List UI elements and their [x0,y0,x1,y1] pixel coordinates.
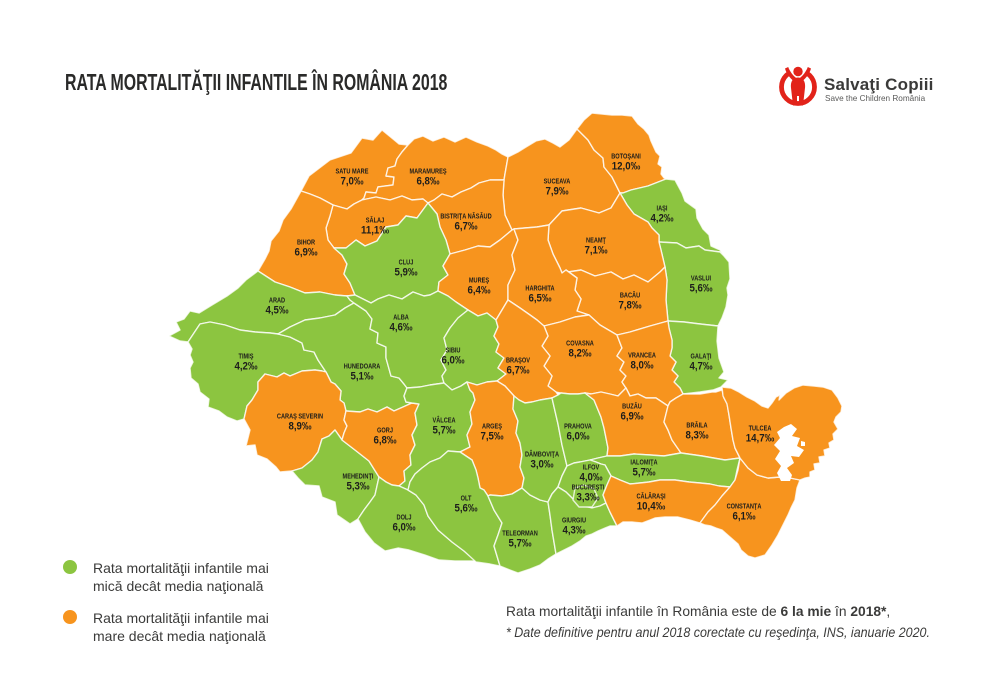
svg-text:6,9‰: 6,9‰ [620,411,644,423]
svg-text:5,6‰: 5,6‰ [689,283,713,295]
svg-text:CARAŞ SEVERIN: CARAŞ SEVERIN [277,413,323,421]
svg-text:5,7‰: 5,7‰ [432,425,456,437]
svg-text:BUCUREŞTI: BUCUREŞTI [572,484,605,492]
svg-text:VÂLCEA: VÂLCEA [432,415,455,425]
svg-text:8,2‰: 8,2‰ [568,348,592,360]
svg-text:ARGEŞ: ARGEŞ [482,423,503,431]
svg-text:4,2‰: 4,2‰ [650,213,674,225]
svg-text:DÂMBOVIŢA: DÂMBOVIŢA [525,449,559,459]
svg-text:6,1‰: 6,1‰ [732,511,756,523]
svg-text:SATU MARE: SATU MARE [336,168,369,176]
svg-text:BUZĂU: BUZĂU [622,401,642,411]
svg-text:TELEORMAN: TELEORMAN [502,530,538,538]
svg-text:7,9‰: 7,9‰ [545,186,569,198]
svg-text:7,0‰: 7,0‰ [340,176,364,188]
svg-text:HARGHITA: HARGHITA [525,285,554,293]
svg-text:4,0‰: 4,0‰ [579,472,603,484]
svg-text:OLT: OLT [461,495,472,503]
svg-text:7,1‰: 7,1‰ [584,245,608,257]
svg-text:5,3‰: 5,3‰ [346,481,370,493]
svg-text:4,6‰: 4,6‰ [389,322,413,334]
svg-text:ARAD: ARAD [269,297,285,305]
svg-text:8,3‰: 8,3‰ [685,430,709,442]
svg-text:6,9‰: 6,9‰ [294,247,318,259]
svg-text:14,7‰: 14,7‰ [746,433,775,445]
svg-text:4,3‰: 4,3‰ [562,525,586,537]
svg-text:6,0‰: 6,0‰ [392,522,416,534]
svg-text:BOTOŞANI: BOTOŞANI [611,153,641,161]
svg-text:HUNEDOARA: HUNEDOARA [344,363,381,371]
svg-text:SĂLAJ: SĂLAJ [366,215,385,225]
svg-text:MARAMUREŞ: MARAMUREŞ [409,168,447,176]
svg-text:ALBA: ALBA [393,314,409,322]
svg-text:8,0‰: 8,0‰ [630,360,654,372]
svg-text:GIURGIU: GIURGIU [562,517,586,525]
svg-text:6,8‰: 6,8‰ [416,176,440,188]
svg-text:COVASNA: COVASNA [566,340,594,348]
svg-text:MEHEDINŢI: MEHEDINŢI [343,473,374,481]
svg-text:5,7‰: 5,7‰ [508,538,532,550]
svg-text:CLUJ: CLUJ [399,259,414,267]
svg-text:8,9‰: 8,9‰ [288,421,312,433]
svg-text:3,0‰: 3,0‰ [530,459,554,471]
svg-text:5,1‰: 5,1‰ [350,371,374,383]
svg-text:BIHOR: BIHOR [297,239,315,247]
svg-text:BACĂU: BACĂU [620,290,641,300]
svg-text:6,8‰: 6,8‰ [373,435,397,447]
svg-text:4,5‰: 4,5‰ [265,305,289,317]
svg-text:DOLJ: DOLJ [397,514,412,522]
svg-text:GALAŢI: GALAŢI [691,353,712,361]
svg-text:5,6‰: 5,6‰ [454,503,478,515]
svg-text:6,5‰: 6,5‰ [528,293,552,305]
svg-text:VASLUI: VASLUI [691,275,711,283]
svg-text:CĂLĂRAŞI: CĂLĂRAŞI [636,491,665,501]
svg-text:MUREŞ: MUREŞ [469,277,490,285]
svg-text:IALOMIŢA: IALOMIŢA [630,459,657,467]
svg-text:IAŞI: IAŞI [657,205,668,213]
svg-text:BRĂILA: BRĂILA [686,420,707,430]
svg-text:SUCEAVA: SUCEAVA [544,178,571,186]
svg-text:6,7‰: 6,7‰ [506,365,530,377]
svg-text:6,4‰: 6,4‰ [467,285,491,297]
svg-text:BISTRIŢA NĂSĂUD: BISTRIŢA NĂSĂUD [440,211,491,221]
svg-text:VRANCEA: VRANCEA [628,352,656,360]
svg-text:7,5‰: 7,5‰ [480,431,504,443]
svg-text:4,7‰: 4,7‰ [689,361,713,373]
svg-text:3,3‰: 3,3‰ [576,492,600,504]
svg-text:GORJ: GORJ [377,427,393,435]
svg-text:ILFOV: ILFOV [583,464,600,472]
svg-text:BRAŞOV: BRAŞOV [506,357,531,365]
svg-text:6,0‰: 6,0‰ [441,355,465,367]
svg-text:12,0‰: 12,0‰ [612,161,641,173]
svg-text:11,1‰: 11,1‰ [361,225,390,237]
svg-text:10,4‰: 10,4‰ [637,501,666,513]
svg-text:7,8‰: 7,8‰ [618,300,642,312]
svg-text:6,0‰: 6,0‰ [566,431,590,443]
svg-text:CONSTANŢA: CONSTANŢA [727,503,762,511]
svg-text:5,7‰: 5,7‰ [632,467,656,479]
svg-text:NEAMŢ: NEAMŢ [586,237,606,245]
svg-text:4,2‰: 4,2‰ [234,361,258,373]
svg-text:TULCEA: TULCEA [749,425,772,433]
svg-text:TIMIŞ: TIMIŞ [239,353,255,361]
svg-text:5,9‰: 5,9‰ [394,267,418,279]
svg-text:PRAHOVA: PRAHOVA [564,423,592,431]
svg-text:6,7‰: 6,7‰ [454,221,478,233]
svg-text:SIBIU: SIBIU [446,347,461,355]
